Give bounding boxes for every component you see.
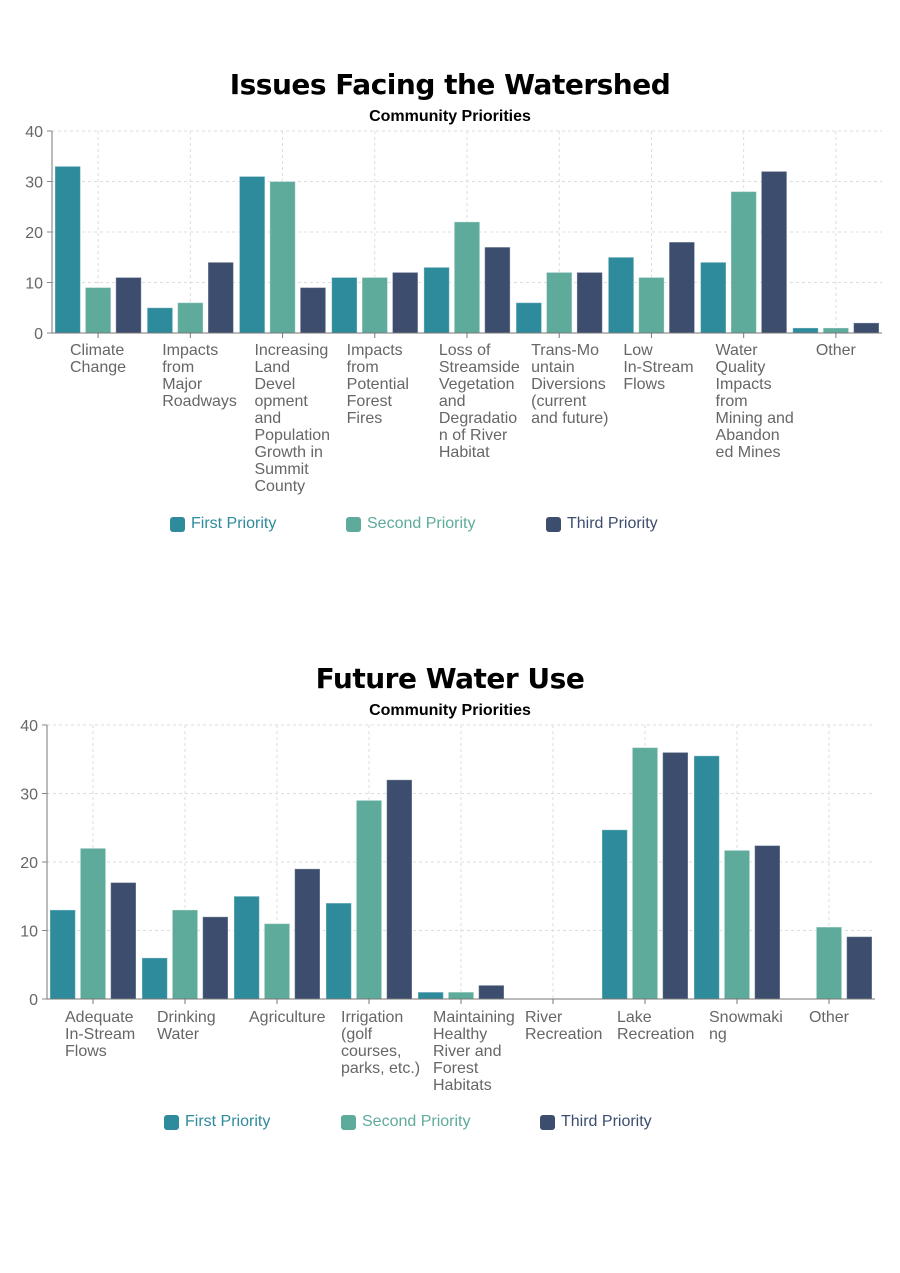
plot-area: 0 10 20 30 40 bbox=[25, 124, 882, 343]
chart-subtitle: Community Priorities bbox=[369, 108, 531, 125]
bar-first-priority[interactable] bbox=[325, 902, 352, 1000]
bar-second-priority[interactable] bbox=[815, 926, 843, 1000]
legend: First Priority Second Priority Third Prior… bbox=[0, 1113, 900, 1137]
bar-first-priority[interactable] bbox=[146, 307, 174, 334]
legend-label: First Priority bbox=[185, 1113, 271, 1130]
legend-swatch-icon bbox=[546, 516, 561, 532]
bar-second-priority[interactable] bbox=[177, 302, 204, 334]
bar-third-priority[interactable] bbox=[576, 271, 603, 334]
legend-item-first-priority[interactable]: First Priority bbox=[164, 1113, 270, 1131]
bar-third-priority[interactable] bbox=[294, 868, 321, 1000]
legend-swatch-icon bbox=[346, 516, 361, 532]
legend-label: Second Priority bbox=[367, 515, 476, 532]
bar-second-priority[interactable] bbox=[355, 799, 383, 1000]
x-tick-label: Trans-Mo untain Diversions (current and … bbox=[531, 342, 609, 427]
legend: First Priority Second Priority Third Prior… bbox=[0, 515, 900, 539]
legend-label: Third Priority bbox=[567, 515, 658, 532]
bar-third-priority[interactable] bbox=[484, 246, 511, 334]
bar-second-priority[interactable] bbox=[269, 181, 296, 334]
bar-second-priority[interactable] bbox=[453, 221, 481, 334]
x-tick-label: Adequate In-Stream Flows bbox=[65, 1009, 136, 1060]
legend-label: Third Priority bbox=[561, 1113, 652, 1130]
bar-first-priority[interactable] bbox=[49, 909, 76, 1000]
chart-subtitle: Community Priorities bbox=[369, 702, 531, 719]
bar-second-priority[interactable] bbox=[546, 271, 573, 334]
legend-swatch-icon bbox=[164, 1114, 179, 1130]
legend-swatch-icon bbox=[341, 1114, 356, 1130]
bar-third-priority[interactable] bbox=[478, 984, 505, 1000]
legend-label: First Priority bbox=[191, 515, 277, 532]
y-tick-label: 10 bbox=[25, 276, 43, 293]
bar-first-priority[interactable] bbox=[141, 957, 168, 1000]
bar-second-priority[interactable] bbox=[723, 849, 751, 1000]
x-tick-label: Water Quality Impacts from Mining and Ab… bbox=[715, 342, 794, 461]
bar-first-priority[interactable] bbox=[233, 895, 260, 1000]
bar-second-priority[interactable] bbox=[447, 991, 475, 1000]
bar-second-priority[interactable] bbox=[730, 191, 757, 334]
bar-third-priority[interactable] bbox=[754, 845, 781, 1000]
x-tick-label: Climate Change bbox=[70, 342, 127, 376]
y-tick-label: 20 bbox=[20, 855, 38, 872]
bar-third-priority[interactable] bbox=[662, 751, 689, 1000]
legend-item-first-priority[interactable]: First Priority bbox=[170, 515, 276, 533]
bar-second-priority[interactable] bbox=[263, 923, 291, 1000]
x-tick-label: Loss of Streamside Vegetation and Degrad… bbox=[438, 342, 520, 461]
y-tick-label: 0 bbox=[29, 992, 38, 1009]
y-tick-label: 0 bbox=[34, 326, 43, 343]
bar-third-priority[interactable] bbox=[386, 779, 413, 1000]
bar-third-priority[interactable] bbox=[202, 916, 229, 1000]
bar-second-priority[interactable] bbox=[638, 276, 665, 334]
y-tick-label: 40 bbox=[25, 124, 43, 141]
bar-third-priority[interactable] bbox=[207, 261, 234, 334]
bar-third-priority[interactable] bbox=[760, 170, 788, 334]
legend-swatch-icon bbox=[170, 516, 185, 532]
x-tick-label: Other bbox=[808, 1009, 849, 1026]
chart-title: Future Water Use bbox=[315, 662, 585, 695]
bar-first-priority[interactable] bbox=[417, 991, 444, 1000]
bar-second-priority[interactable] bbox=[79, 847, 107, 1000]
x-tick-label: Increasing Land Devel opment and Populat… bbox=[254, 342, 331, 495]
bar-first-priority[interactable] bbox=[700, 261, 727, 334]
legend-item-third-priority[interactable]: Third Priority bbox=[546, 515, 658, 533]
bar-third-priority[interactable] bbox=[391, 271, 419, 334]
y-tick-label: 20 bbox=[25, 225, 43, 242]
bar-third-priority[interactable] bbox=[299, 287, 327, 334]
chart-title: Issues Facing the Watershed bbox=[229, 68, 671, 101]
x-tick-label: Agriculture bbox=[249, 1009, 326, 1026]
x-tick-label: Lake Recreation bbox=[617, 1009, 695, 1043]
bar-second-priority[interactable] bbox=[631, 747, 659, 1000]
bar-first-priority[interactable] bbox=[54, 165, 81, 334]
x-tick-label: Maintaining Healthy River and Forest Hab… bbox=[433, 1009, 515, 1094]
legend-item-second-priority[interactable]: Second Priority bbox=[341, 1113, 471, 1131]
bar-second-priority[interactable] bbox=[361, 276, 388, 334]
x-tick-label: Impacts from Major Roadways bbox=[162, 342, 237, 410]
y-tick-label: 30 bbox=[25, 175, 43, 192]
x-tick-label: Irrigation (golf courses, parks, etc.) bbox=[341, 1009, 421, 1077]
bar-first-priority[interactable] bbox=[693, 755, 720, 1000]
legend-label: Second Priority bbox=[362, 1113, 471, 1130]
bar-third-priority[interactable] bbox=[846, 936, 873, 1000]
bar-third-priority[interactable] bbox=[110, 882, 137, 1000]
bar-third-priority[interactable] bbox=[668, 241, 696, 334]
x-tick-label: Impacts from Potential Forest Fires bbox=[346, 342, 409, 427]
bar-first-priority[interactable] bbox=[607, 256, 635, 334]
bar-first-priority[interactable] bbox=[601, 829, 628, 1000]
x-tick-label: Drinking Water bbox=[157, 1009, 216, 1043]
x-tick-label: Other bbox=[815, 342, 856, 359]
x-tick-label: Low In-Stream Flows bbox=[623, 342, 694, 393]
x-tick-label: Snowmaki ng bbox=[709, 1009, 783, 1043]
legend-item-third-priority[interactable]: Third Priority bbox=[540, 1113, 652, 1131]
y-tick-label: 40 bbox=[20, 718, 38, 735]
y-tick-label: 30 bbox=[20, 787, 38, 804]
legend-item-second-priority[interactable]: Second Priority bbox=[346, 515, 476, 533]
y-tick-label: 10 bbox=[20, 924, 38, 941]
chart-issues-facing-watershed: Issues Facing the Watershed Community Pr… bbox=[0, 0, 900, 600]
bar-second-priority[interactable] bbox=[171, 909, 199, 1000]
legend-swatch-icon bbox=[540, 1114, 555, 1130]
x-tick-label: River Recreation bbox=[525, 1009, 603, 1043]
